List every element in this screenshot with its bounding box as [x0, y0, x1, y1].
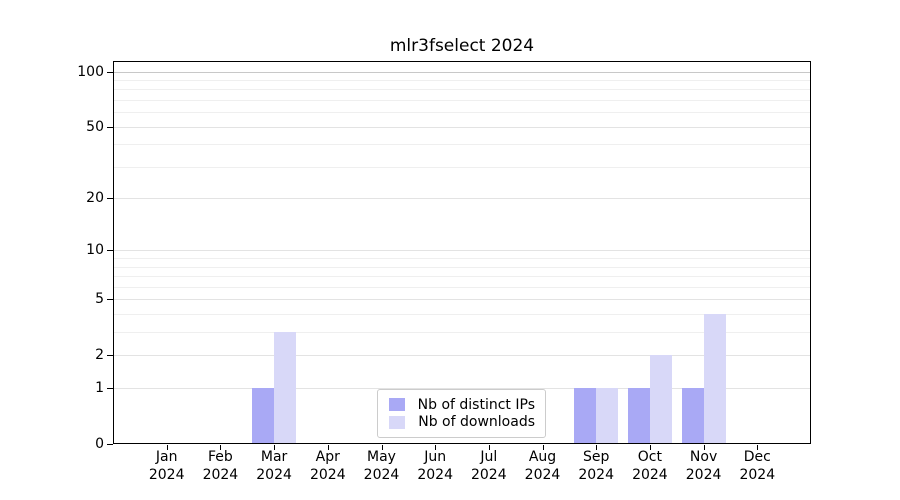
x-tick-label: Oct 2024 [632, 449, 668, 483]
x-tick-label: Dec 2024 [739, 449, 776, 483]
grid-line-minor [114, 266, 810, 268]
x-tick-label: Apr 2024 [309, 449, 346, 483]
x-tick-mark [274, 445, 276, 450]
x-tick-label: Jan 2024 [148, 449, 185, 483]
x-tick-mark [703, 445, 705, 450]
x-tick-label: Sep 2024 [578, 449, 615, 483]
y-tick-label: 20 [86, 190, 104, 207]
y-tick-label: 1 [95, 380, 104, 397]
y-tick-label: 50 [86, 118, 104, 135]
x-tick-mark [596, 445, 598, 450]
y-tick-label: 100 [77, 63, 104, 80]
grid-line-minor [114, 286, 810, 288]
grid-line-minor [114, 332, 810, 334]
x-tick-label: Jul 2024 [470, 449, 507, 483]
plot-area [113, 61, 811, 444]
legend-swatch-distinct-ips [389, 398, 405, 412]
x-tick-mark [220, 445, 222, 450]
x-tick-mark [327, 445, 329, 450]
bar-downloads [274, 332, 297, 443]
bar-distinct-ips [252, 388, 275, 443]
y-tick-mark [107, 444, 113, 445]
x-tick-mark [488, 445, 490, 450]
grid-line-major [114, 126, 810, 128]
grid-line-minor [114, 314, 810, 316]
grid-line-minor [114, 144, 810, 146]
grid-line-minor [114, 166, 810, 168]
grid-line-minor [114, 89, 810, 91]
y-tick-mark [107, 299, 113, 301]
y-tick-mark [107, 198, 113, 200]
grid-line-minor [114, 79, 810, 81]
grid-line-major [114, 355, 810, 357]
grid-line-minor [114, 112, 810, 114]
x-tick-label: Feb 2024 [202, 449, 239, 483]
x-tick-label: Aug 2024 [524, 449, 561, 483]
bar-distinct-ips [574, 388, 597, 443]
legend: Nb of distinct IPs Nb of downloads [377, 389, 546, 438]
grid-line-major [114, 198, 810, 200]
legend-row-distinct-ips: Nb of distinct IPs [389, 396, 535, 414]
chart-title: mlr3fselect 2024 [389, 36, 535, 56]
bar-distinct-ips [681, 388, 704, 443]
y-tick-label: 0 [95, 436, 104, 452]
y-tick-mark [107, 388, 113, 390]
grid-line-major [114, 299, 810, 301]
bar-downloads [649, 355, 672, 443]
x-tick-label: Nov 2024 [685, 449, 722, 483]
bar-downloads [703, 314, 726, 443]
x-tick-mark [381, 445, 383, 450]
y-tick-label: 2 [95, 347, 104, 364]
legend-label-downloads: Nb of downloads [418, 414, 535, 431]
bar-downloads [596, 388, 619, 443]
y-tick-mark [107, 355, 113, 357]
grid-line-major [114, 71, 810, 73]
y-tick-label: 10 [86, 242, 104, 259]
grid-line-minor [114, 258, 810, 260]
grid-line-minor [114, 276, 810, 278]
grid-line-minor [114, 99, 810, 101]
y-tick-label: 5 [95, 291, 104, 308]
grid-line-major [114, 250, 810, 252]
x-tick-mark [435, 445, 437, 450]
y-tick-mark [107, 71, 113, 73]
x-tick-label: Jun 2024 [417, 449, 454, 483]
bar-distinct-ips [627, 388, 650, 443]
grid-line-major [114, 388, 810, 390]
x-tick-label: May 2024 [363, 449, 400, 483]
legend-swatch-downloads [389, 415, 406, 429]
x-tick-label: Mar 2024 [256, 449, 292, 483]
x-tick-mark [757, 445, 759, 450]
x-tick-mark [649, 445, 651, 450]
y-tick-mark [107, 126, 113, 128]
legend-label-distinct-ips: Nb of distinct IPs [417, 396, 535, 413]
x-tick-mark [166, 445, 168, 450]
legend-row-downloads: Nb of downloads [389, 414, 535, 432]
y-tick-mark [107, 250, 113, 252]
x-tick-mark [542, 445, 544, 450]
